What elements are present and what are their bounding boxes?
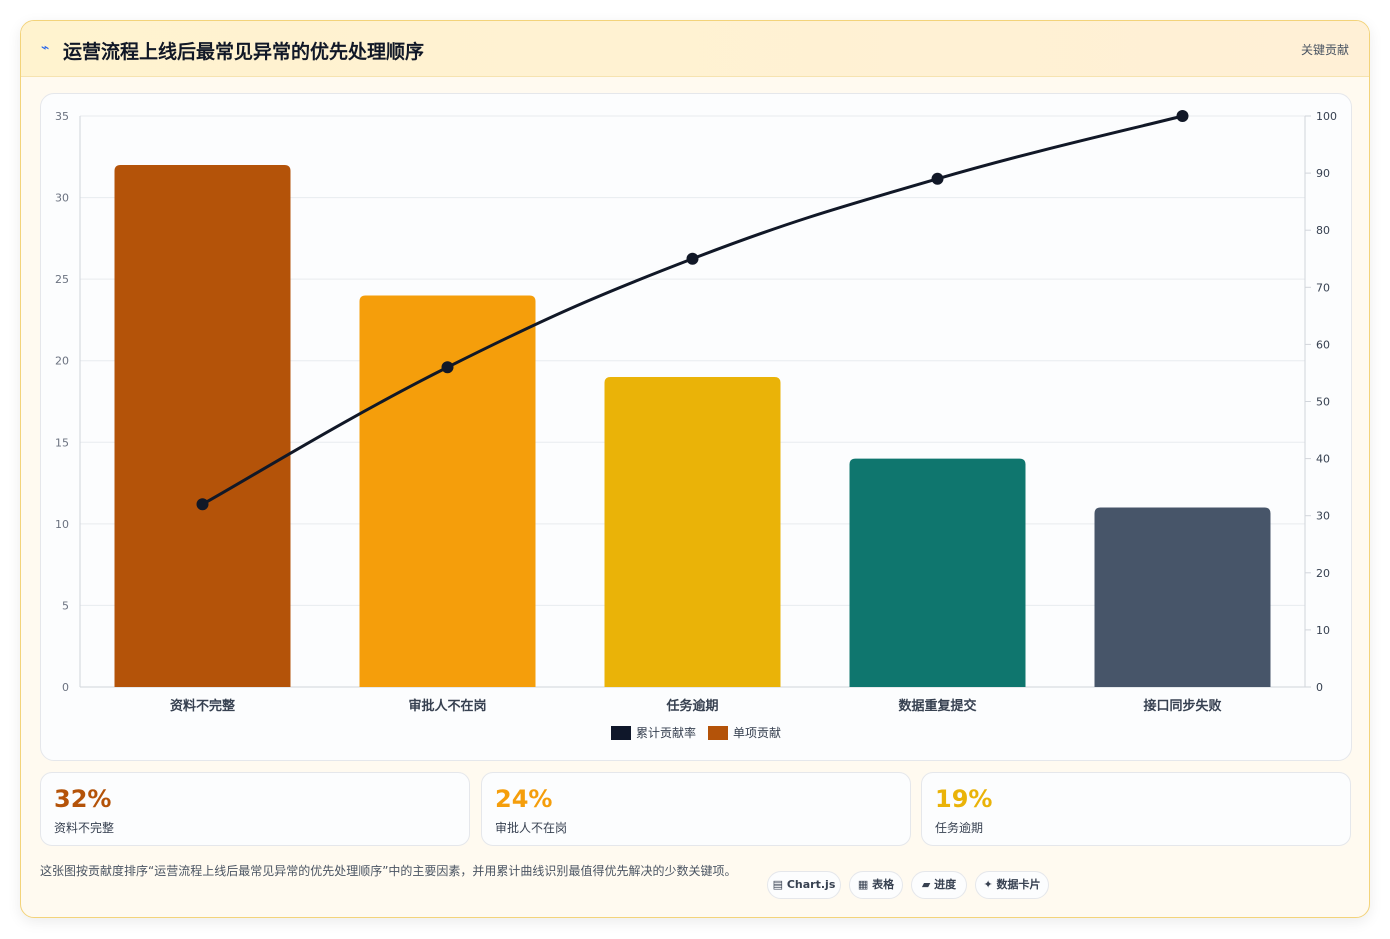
chip-chartjs[interactable]: ▤ Chart.js — [767, 871, 841, 899]
legend-swatch — [611, 726, 631, 740]
y-left-tick-label: 10 — [55, 518, 69, 531]
y-right-tick-label: 20 — [1316, 567, 1330, 580]
y-right-tick-label: 70 — [1316, 281, 1330, 294]
chip-data-card[interactable]: ✦ 数据卡片 — [975, 871, 1049, 899]
y-right-tick-label: 60 — [1316, 338, 1330, 351]
y-right-tick-label: 0 — [1316, 681, 1323, 694]
chart-card: ⌁ 运营流程上线后最常见异常的优先处理顺序 关键贡献 0 5 10 15 20 25 30 3… — [20, 20, 1370, 918]
chip-label: 进度 — [934, 878, 957, 891]
cumulative-point-4 — [931, 172, 944, 185]
chip-label: 数据卡片 — [996, 878, 1041, 891]
stat-value: 24% — [495, 785, 553, 813]
x-tick-label: 审批人不在岗 — [408, 698, 486, 714]
page-title: 运营流程上线后最常见异常的优先处理顺序 — [63, 41, 425, 63]
stat-label: 资料不完整 — [54, 821, 115, 835]
bar-1 — [114, 164, 291, 687]
stat-card-1: 32% 资料不完整 — [40, 772, 470, 846]
header-tag: 关键贡献 — [1300, 43, 1349, 57]
legend-label: 累计贡献率 — [636, 725, 696, 740]
y-right-tick-label: 10 — [1316, 624, 1330, 637]
y-left-tick-label: 0 — [62, 681, 69, 694]
stat-label: 任务逾期 — [935, 821, 984, 835]
cumulative-point-3 — [686, 252, 699, 265]
cumulative-point-1 — [196, 498, 209, 511]
x-tick-label: 任务逾期 — [665, 698, 718, 714]
y-left-tick-label: 35 — [55, 110, 69, 123]
y-left-tick-label: 30 — [55, 192, 69, 205]
y-left-tick-label: 20 — [55, 355, 69, 368]
cumulative-point-5 — [1176, 110, 1189, 122]
stat-label: 审批人不在岗 — [495, 821, 568, 835]
x-tick-label: 接口同步失败 — [1143, 698, 1221, 714]
x-tick-label: 数据重复提交 — [898, 698, 976, 714]
chart-icon: ▤ — [772, 878, 784, 891]
y-right-tick-label: 90 — [1316, 167, 1330, 180]
bar-2 — [359, 295, 536, 687]
chart-panel: 0 5 10 15 20 25 30 35 0 10 20 30 40 50 60 70 80 90 100 资料不完… — [40, 93, 1352, 761]
chip-progress[interactable]: ▰ 进度 — [911, 871, 967, 899]
bar-4 — [849, 458, 1026, 687]
chart-description: 这张图按贡献度排序“运营流程上线后最常见异常的优先处理顺序”中的主要因素，并用累… — [40, 864, 737, 878]
y-right-tick-label: 50 — [1316, 396, 1330, 409]
table-icon: ▦ — [857, 878, 869, 891]
y-right-tick-label: 80 — [1316, 224, 1330, 237]
chip-label: Chart.js — [786, 878, 836, 891]
pareto-chart: 0 5 10 15 20 25 30 35 0 10 20 30 40 50 60 70 80 90 100 资料不完… — [55, 110, 1337, 740]
stat-value: 32% — [54, 785, 112, 813]
progress-icon: ▰ — [921, 878, 931, 891]
stat-value: 19% — [935, 785, 993, 813]
legend-swatch — [708, 726, 728, 740]
y-left-tick-label: 25 — [55, 273, 69, 286]
pulse-icon: ⌁ — [41, 40, 50, 56]
y-right-tick-label: 40 — [1316, 453, 1330, 466]
chip-label: 表格 — [872, 878, 895, 891]
stat-card-3: 19% 任务逾期 — [921, 772, 1351, 846]
bar-3 — [604, 377, 781, 687]
x-tick-label: 资料不完整 — [170, 698, 236, 714]
cumulative-point-2 — [441, 361, 454, 374]
bar-5 — [1094, 507, 1271, 687]
card-header: ⌁ 运营流程上线后最常见异常的优先处理顺序 关键贡献 — [21, 21, 1369, 77]
chip-table[interactable]: ▦ 表格 — [849, 871, 903, 899]
sparkle-icon: ✦ — [983, 878, 993, 891]
stat-card-2: 24% 审批人不在岗 — [481, 772, 911, 846]
y-right-tick-label: 100 — [1316, 110, 1337, 123]
legend-label: 单项贡献 — [733, 725, 781, 740]
y-left-tick-label: 5 — [62, 599, 69, 612]
y-right-tick-label: 30 — [1316, 510, 1330, 523]
y-left-tick-label: 15 — [55, 436, 69, 449]
